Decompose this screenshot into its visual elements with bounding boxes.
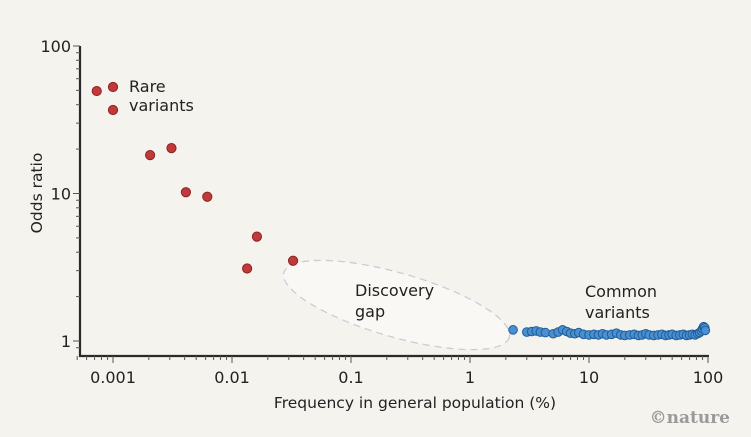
x-tick-label: 0.1 xyxy=(338,368,363,387)
discovery-gap-ellipse xyxy=(282,259,511,351)
rare-variant-point xyxy=(251,231,263,242)
rare-variant-point xyxy=(107,81,119,93)
rare-variant-point xyxy=(242,263,253,274)
rare-variants-series xyxy=(91,81,299,274)
x-tick-label: 100 xyxy=(693,368,724,387)
common-variant-point xyxy=(700,325,711,336)
rare-variant-point xyxy=(144,150,156,161)
y-tick-label: 1 xyxy=(61,332,71,351)
common-variants-series xyxy=(508,321,711,341)
y-axis-title: Odds ratio xyxy=(28,153,46,234)
y-tick-label: 10 xyxy=(51,185,71,204)
annotations: Rare variants Discovery gap Common varia… xyxy=(129,77,657,322)
annotation-common-line2: variants xyxy=(585,303,650,322)
annotation-gap-line2: gap xyxy=(355,302,385,321)
axes: 1 10 100 0.001 0.01 0.1 1 10 100 xyxy=(40,37,723,387)
x-axis-title: Frequency in general population (%) xyxy=(274,394,556,412)
common-variant-point xyxy=(540,327,551,338)
y-tick-label: 100 xyxy=(40,37,71,56)
discovery-gap-region xyxy=(282,259,511,351)
rare-variant-point xyxy=(91,85,102,97)
annotation-rare-line2: variants xyxy=(129,96,194,115)
nature-credit: ©nature xyxy=(650,408,731,428)
x-tick-label: 0.01 xyxy=(214,368,250,387)
annotation-rare-line1: Rare xyxy=(129,77,166,96)
rare-variant-point xyxy=(202,191,213,202)
common-variant-point xyxy=(508,325,518,335)
rare-variant-point xyxy=(287,255,299,266)
x-tick-label: 10 xyxy=(579,368,599,387)
x-tick-label: 1 xyxy=(465,368,475,387)
annotation-common-line1: Common xyxy=(585,282,657,301)
x-tick-label: 0.001 xyxy=(90,368,136,387)
annotation-gap-line1: Discovery xyxy=(355,281,434,300)
rare-variant-point xyxy=(180,187,192,198)
rare-variant-point xyxy=(107,104,119,116)
rare-variant-point xyxy=(166,143,177,154)
